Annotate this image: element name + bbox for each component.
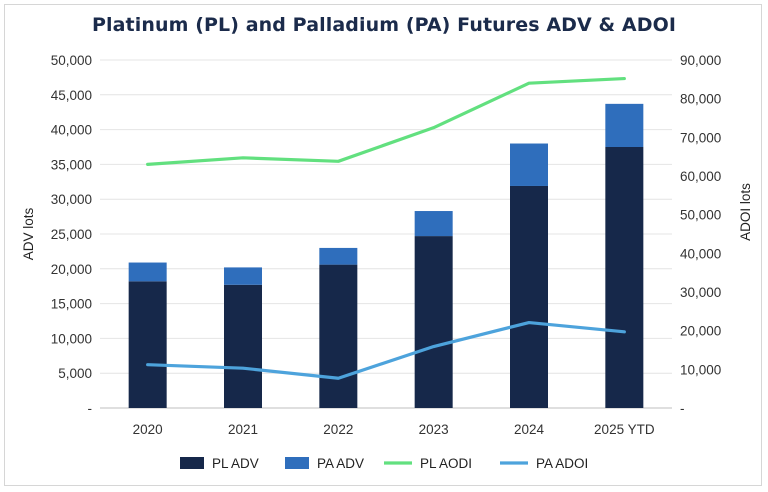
bar-pa-adv <box>128 262 167 282</box>
right-tick-label: 10,000 <box>680 362 721 377</box>
bar-pa-adv <box>605 103 644 147</box>
x-tick-label: 2023 <box>419 422 449 437</box>
x-tick-label: 2020 <box>133 422 163 437</box>
left-tick-label: 35,000 <box>51 157 92 172</box>
line-pl-aodi <box>146 76 626 166</box>
bar-pa-adv <box>224 267 262 285</box>
right-tick-label: 80,000 <box>680 92 721 107</box>
legend-item: PA ADOI <box>500 456 588 471</box>
legend-label: PA ADOI <box>536 456 588 471</box>
x-tick-label: 2022 <box>323 422 353 437</box>
bar-pl-adv <box>414 236 453 408</box>
legend-label: PL ADV <box>212 456 259 471</box>
left-tick-label: 50,000 <box>51 53 92 68</box>
left-tick-label: 5,000 <box>58 366 92 381</box>
x-tick-label: 2024 <box>514 422 545 437</box>
bar-pl-adv <box>510 185 548 408</box>
right-tick-label: 50,000 <box>680 208 721 223</box>
right-tick-label: 90,000 <box>680 53 721 68</box>
bar-pa-adv <box>319 247 358 265</box>
legend: PL ADV PA ADV PL AODI PA ADOI <box>180 456 588 471</box>
bar-pl-adv <box>605 147 644 408</box>
right-tick-label: 30,000 <box>680 285 721 300</box>
bar-pl-adv <box>128 281 167 408</box>
bar-series <box>128 103 644 408</box>
left-tick-label: 45,000 <box>51 88 92 103</box>
legend-item: PA ADV <box>285 456 364 471</box>
right-axis-ticks: - 10,000 20,000 30,000 40,000 50,000 60,000 70,… <box>680 53 721 416</box>
x-axis-ticks: 2020 2021 2022 2023 2024 2025 YTD <box>133 422 655 437</box>
right-tick-label: 60,000 <box>680 169 721 184</box>
left-tick-label: 10,000 <box>51 331 92 346</box>
legend-item: PL AODI <box>384 456 472 471</box>
left-axis-title: ADV lots <box>21 207 36 260</box>
line-series <box>146 76 626 380</box>
left-tick-label: 25,000 <box>51 227 92 242</box>
left-tick-label: - <box>88 401 93 416</box>
legend-swatch <box>180 457 204 469</box>
left-tick-label: 20,000 <box>51 262 92 277</box>
bar-pa-adv <box>510 143 548 186</box>
gridlines <box>100 59 672 409</box>
left-tick-label: 15,000 <box>51 297 92 312</box>
legend-label: PL AODI <box>420 456 472 471</box>
right-tick-label: - <box>680 401 685 416</box>
legend-item: PL ADV <box>180 456 259 471</box>
legend-swatch <box>285 457 309 469</box>
left-axis-ticks: - 5,000 10,000 15,000 20,000 25,000 30,000 35,0… <box>51 53 92 416</box>
x-tick-label: 2025 YTD <box>594 422 655 437</box>
bar-pl-adv <box>224 284 262 408</box>
chart-title: Platinum (PL) and Palladium (PA) Futures… <box>91 14 677 36</box>
right-tick-label: 70,000 <box>680 130 721 145</box>
x-tick-label: 2021 <box>228 422 258 437</box>
right-axis-title: ADOI lots <box>738 183 753 241</box>
right-tick-label: 40,000 <box>680 246 721 261</box>
bar-pa-adv <box>414 211 453 237</box>
line-pa-adoi <box>146 320 626 380</box>
left-tick-label: 30,000 <box>51 192 92 207</box>
left-tick-label: 40,000 <box>51 123 92 138</box>
bar-pl-adv <box>319 264 358 408</box>
right-tick-label: 20,000 <box>680 324 721 339</box>
legend-label: PA ADV <box>317 456 364 471</box>
